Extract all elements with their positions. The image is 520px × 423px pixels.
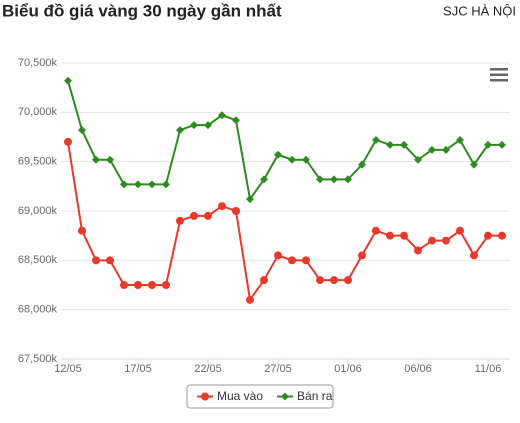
point (428, 236, 436, 245)
point (414, 246, 422, 255)
menu-button[interactable] (490, 68, 508, 82)
y-tick-label: 69,000k (18, 205, 58, 217)
point (400, 231, 408, 240)
legend: Mua vào Bán ra (186, 384, 334, 409)
legend-marker (201, 392, 209, 401)
point (498, 231, 506, 240)
point (358, 251, 366, 260)
x-tick-label: 06/06 (404, 363, 432, 375)
x-tick-label: 22/05 (194, 363, 222, 375)
point (190, 211, 198, 220)
point (316, 175, 324, 184)
point (204, 121, 212, 130)
y-tick-label: 70,500k (18, 57, 58, 69)
point (470, 160, 478, 169)
y-tick-label: 69,500k (18, 156, 58, 168)
x-tick-label: 01/06 (334, 363, 362, 375)
menu-bar (490, 73, 508, 76)
point (372, 226, 380, 235)
point (148, 281, 156, 289)
point (64, 137, 72, 146)
point (106, 256, 114, 265)
point (274, 150, 282, 159)
legend-label: Bán ra (297, 389, 333, 403)
point (302, 155, 310, 164)
point (134, 281, 142, 289)
point (106, 155, 114, 164)
point (386, 140, 394, 149)
y-tick-label: 70,000k (18, 106, 58, 118)
menu-bar (490, 79, 508, 82)
point (428, 145, 436, 154)
point (484, 140, 492, 149)
point (78, 226, 86, 235)
point (470, 251, 478, 260)
point (232, 116, 240, 125)
point (288, 256, 296, 265)
point (274, 251, 282, 260)
point (414, 155, 422, 164)
point (344, 175, 352, 184)
point (190, 121, 198, 130)
chart-subtitle: SJC HÀ NỘI (443, 3, 516, 18)
point (246, 195, 254, 204)
legend-item[interactable]: Mua vào (197, 389, 263, 403)
point (372, 135, 380, 144)
point (442, 145, 450, 154)
series-line (67, 141, 502, 303)
y-tick-label: 67,500k (18, 353, 58, 365)
point (92, 155, 100, 164)
point (288, 155, 296, 164)
point (330, 175, 338, 184)
point (260, 276, 268, 285)
point (92, 256, 100, 265)
point (120, 180, 128, 189)
legend-marker (281, 392, 290, 401)
menu-bar (490, 68, 508, 71)
point (176, 216, 184, 225)
x-tick-label: 12/05 (54, 363, 82, 375)
point (246, 295, 254, 304)
point (260, 175, 268, 184)
point (134, 180, 142, 189)
x-tick-label: 27/05 (264, 363, 292, 375)
point (484, 231, 492, 240)
point (456, 226, 464, 235)
point (456, 135, 464, 144)
point (218, 111, 226, 120)
point (204, 211, 212, 220)
point (218, 202, 226, 211)
legend-box (186, 384, 334, 409)
point (498, 140, 506, 149)
point (302, 256, 310, 265)
point (232, 207, 240, 215)
point (162, 180, 170, 189)
x-tick-label: 17/05 (124, 363, 152, 375)
point (78, 126, 86, 135)
y-tick-label: 68,000k (18, 304, 58, 316)
point (358, 160, 366, 169)
point (64, 76, 72, 85)
series-line (67, 80, 502, 202)
point (316, 276, 324, 285)
x-tick-label: 11/06 (475, 363, 502, 375)
point (330, 276, 338, 285)
point (120, 281, 128, 289)
point (400, 140, 408, 149)
point (176, 126, 184, 135)
point (162, 281, 170, 289)
y-tick-label: 68,500k (18, 254, 58, 266)
legend-item[interactable]: Bán ra (277, 389, 333, 403)
point (442, 236, 450, 245)
point (148, 180, 156, 189)
point (386, 231, 394, 240)
point (344, 276, 352, 285)
legend-label: Mua vào (217, 389, 263, 403)
chart-title: Biểu đồ giá vàng 30 ngày gần nhất (2, 1, 282, 20)
